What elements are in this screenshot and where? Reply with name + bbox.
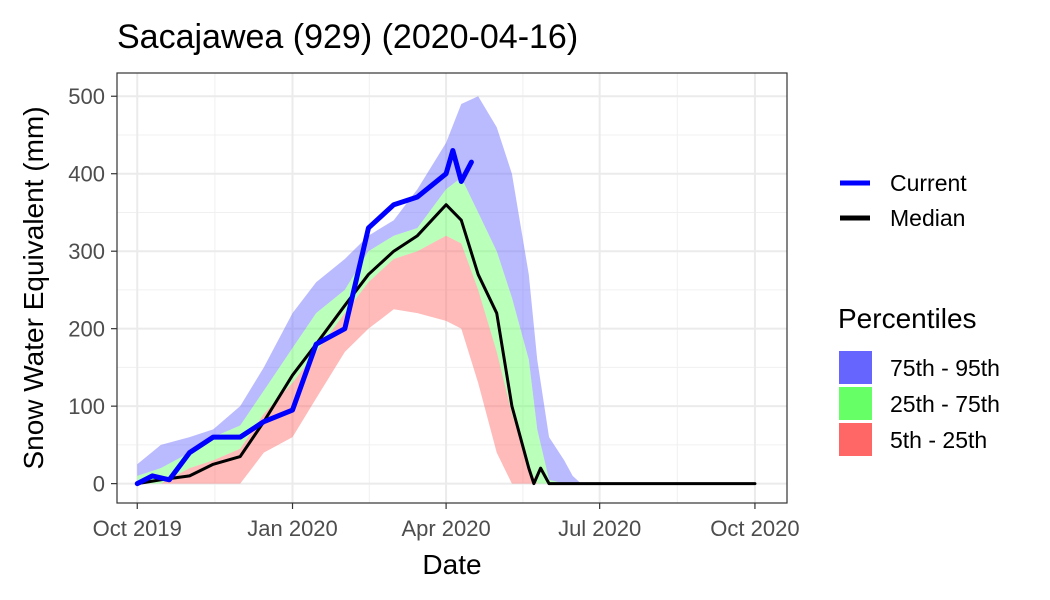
y-axis-title: Snow Water Equivalent (mm) <box>18 106 49 469</box>
band-25-75 <box>137 177 755 484</box>
legend-label-median: Median <box>890 205 965 231</box>
legend-label-band: 75th - 95th <box>890 355 1000 381</box>
x-axis-ticks: Oct 2019 Jan 2020 Apr 2020 Jul 2020 Oct 2020 <box>93 503 800 541</box>
legend-swatch-band <box>839 387 872 420</box>
x-tick-label: Jan 2020 <box>247 516 338 541</box>
x-tick-label: Oct 2019 <box>93 516 182 541</box>
legend: Current Median Percentiles 75th - 95th 25th … <box>838 170 1000 456</box>
legend-label-band: 25th - 75th <box>890 391 1000 417</box>
x-axis-title: Date <box>422 549 481 580</box>
legend-label-band: 5th - 25th <box>890 427 987 453</box>
y-tick-label: 400 <box>68 162 105 187</box>
legend-swatch-band <box>839 351 872 384</box>
legend-title: Percentiles <box>838 303 977 334</box>
y-tick-label: 0 <box>93 472 105 497</box>
y-tick-label: 300 <box>68 239 105 264</box>
series-line-median <box>135 203 757 486</box>
y-tick-label: 500 <box>68 84 105 109</box>
y-tick-label: 200 <box>68 317 105 342</box>
legend-swatch-band <box>839 423 872 456</box>
x-tick-label: Jul 2020 <box>558 516 641 541</box>
y-axis-ticks: 0 100 200 300 400 500 <box>68 84 117 497</box>
y-tick-label: 100 <box>68 394 105 419</box>
series-lines <box>134 147 757 487</box>
x-tick-label: Apr 2020 <box>401 516 490 541</box>
x-tick-label: Oct 2020 <box>710 516 799 541</box>
chart-title: Sacajawea (929) (2020-04-16) <box>117 18 578 56</box>
plot-panel <box>117 73 787 503</box>
band-5-25 <box>137 235 755 484</box>
plot-border <box>116 72 788 504</box>
legend-label-current: Current <box>890 170 967 196</box>
series-line-current <box>134 147 474 487</box>
